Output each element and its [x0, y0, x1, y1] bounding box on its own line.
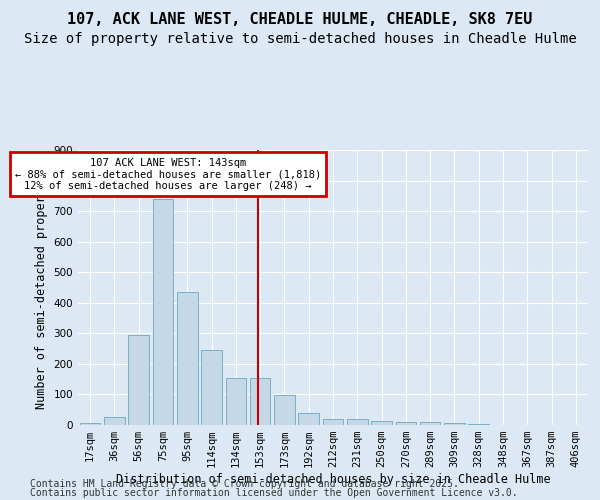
Bar: [177, 292, 197, 425]
Text: 107, ACK LANE WEST, CHEADLE HULME, CHEADLE, SK8 7EU: 107, ACK LANE WEST, CHEADLE HULME, CHEAD…: [67, 12, 533, 28]
Text: 107 ACK LANE WEST: 143sqm
← 88% of semi-detached houses are smaller (1,818)
12% : 107 ACK LANE WEST: 143sqm ← 88% of semi-…: [15, 158, 321, 191]
Text: Contains HM Land Registry data © Crown copyright and database right 2025.: Contains HM Land Registry data © Crown c…: [30, 479, 459, 489]
Bar: [104, 418, 125, 425]
Bar: [323, 419, 343, 425]
Bar: [128, 335, 149, 425]
Bar: [347, 419, 368, 425]
Bar: [469, 424, 489, 425]
Bar: [274, 395, 295, 425]
Bar: [226, 378, 246, 425]
Bar: [152, 199, 173, 425]
Bar: [395, 422, 416, 425]
Bar: [444, 422, 465, 425]
Bar: [250, 378, 271, 425]
X-axis label: Distribution of semi-detached houses by size in Cheadle Hulme: Distribution of semi-detached houses by …: [116, 473, 550, 486]
Bar: [371, 422, 392, 425]
Bar: [298, 413, 319, 425]
Text: Size of property relative to semi-detached houses in Cheadle Hulme: Size of property relative to semi-detach…: [23, 32, 577, 46]
Y-axis label: Number of semi-detached properties: Number of semi-detached properties: [35, 166, 48, 408]
Bar: [201, 350, 222, 425]
Text: Contains public sector information licensed under the Open Government Licence v3: Contains public sector information licen…: [30, 488, 518, 498]
Bar: [420, 422, 440, 425]
Bar: [80, 424, 100, 425]
